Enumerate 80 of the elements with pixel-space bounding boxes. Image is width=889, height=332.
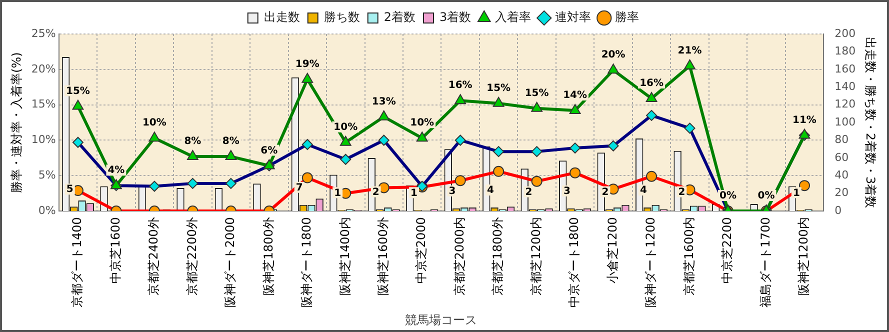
y2-tick-label: 80 <box>834 133 849 146</box>
data-label: 5 <box>66 184 74 196</box>
legend-label: 勝率 <box>615 10 640 24</box>
legend-label: 連対率 <box>555 10 592 24</box>
y-tick-label: 25% <box>31 26 56 40</box>
y2-tick-label: 160 <box>834 62 856 76</box>
x-tick-label: 阪神ダート1800 <box>300 217 314 308</box>
data-label: 2 <box>525 186 532 198</box>
data-label: 19% <box>295 58 320 70</box>
x-tick-label: 京都芝2200外 <box>184 217 199 296</box>
legend-label: 3着数 <box>440 10 472 24</box>
data-label: 3 <box>448 186 456 197</box>
data-label: 4% <box>108 165 125 176</box>
x-tick-label: 中京ダート1800 <box>567 217 582 308</box>
y2-tick-label: 20 <box>834 186 849 200</box>
data-label: 16% <box>640 78 664 90</box>
data-label: 6% <box>260 145 278 156</box>
x-tick-label: 中京芝2200 <box>720 217 734 284</box>
x-tick-label: 京都芝2400外 <box>146 217 161 296</box>
data-label: 7 <box>296 182 303 194</box>
legend-label: 2着数 <box>384 10 416 24</box>
data-label: 15% <box>486 83 511 94</box>
y2-tick-label: 120 <box>834 98 856 111</box>
legend-label: 勝ち数 <box>324 10 360 24</box>
x-tick-label: 京都芝1600内 <box>682 217 696 296</box>
data-label: 8% <box>222 136 240 148</box>
data-label: 0% <box>758 190 775 202</box>
y2-tick-label: 140 <box>834 80 856 93</box>
x-tick-label: 京都芝2000内 <box>452 217 466 296</box>
x-tick-label: 阪神ダート1200 <box>644 217 658 308</box>
data-label: 14% <box>563 90 588 102</box>
x-tick-label: 京都芝1800外 <box>490 217 505 296</box>
data-label: 4 <box>487 185 494 196</box>
x-axis-title: 競馬場コース <box>405 312 478 327</box>
x-tick-label: 小倉芝1200 <box>605 217 620 284</box>
data-label: 2 <box>678 186 686 198</box>
x-tick-label: 阪神芝1600外 <box>376 217 390 296</box>
y-tick-label: 5% <box>38 168 56 182</box>
y-tick-label: 20% <box>31 62 56 76</box>
x-tick-label: 阪神芝1400内 <box>338 217 352 296</box>
y-tick-label: 10% <box>31 133 56 146</box>
data-label: 16% <box>448 80 472 92</box>
data-label: 2 <box>372 186 380 198</box>
data-label: 15% <box>66 86 90 97</box>
data-label: 13% <box>372 96 396 108</box>
y2-axis-title: 出走数・勝ち数・2着数・3着数 <box>864 36 878 208</box>
data-label: 1 <box>792 188 800 199</box>
data-label: 10% <box>142 118 166 129</box>
data-label: 11% <box>792 114 816 126</box>
x-tick-label: 阪神芝1200内 <box>796 217 811 296</box>
x-tick-label: 中京芝2000 <box>414 217 428 284</box>
y2-tick-label: 200 <box>834 26 856 40</box>
data-label: 1 <box>334 188 342 199</box>
y2-tick-label: 60 <box>834 150 849 164</box>
data-label: 15% <box>524 88 549 99</box>
data-label: 10% <box>334 122 358 133</box>
x-tick-label: 京都ダート1400 <box>70 217 84 308</box>
y2-tick-label: 0 <box>834 204 842 217</box>
y-tick-label: 0% <box>38 204 56 217</box>
legend-label: 出走数 <box>264 10 300 24</box>
data-label: 8% <box>184 136 202 148</box>
x-tick-label: 福島ダート1700 <box>758 217 772 308</box>
data-label: 2 <box>602 186 609 198</box>
x-tick-label: 中京芝1600 <box>108 217 122 284</box>
data-label: 0% <box>720 190 736 202</box>
y2-tick-label: 40 <box>834 168 849 182</box>
x-tick-label: 阪神ダート2000 <box>223 217 238 308</box>
legend-label: 入着率 <box>495 10 532 24</box>
data-label: 21% <box>678 45 702 56</box>
data-label: 10% <box>410 118 434 129</box>
y2-tick-label: 180 <box>834 44 856 58</box>
data-label: 4 <box>640 185 647 196</box>
y2-tick-label: 100 <box>834 115 856 128</box>
y-tick-label: 15% <box>31 98 56 111</box>
data-label: 20% <box>601 50 626 61</box>
x-tick-label: 阪神芝1800外 <box>261 217 276 296</box>
y-axis-title: 勝率・連対率・入着率(%) <box>9 52 24 193</box>
data-label: 3 <box>564 186 571 197</box>
x-tick-label: 京都芝1200内 <box>528 217 543 296</box>
data-label: 1 <box>410 188 418 199</box>
